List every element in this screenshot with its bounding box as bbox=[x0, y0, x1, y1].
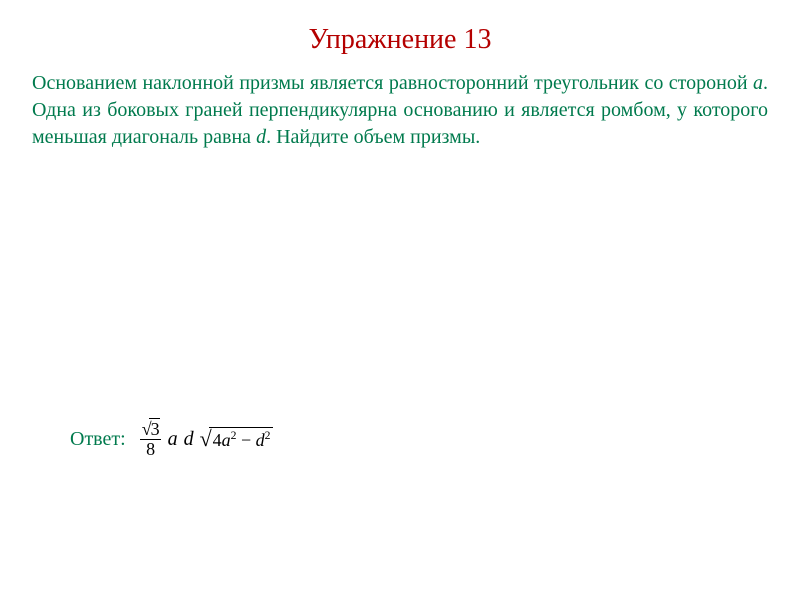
rad-d-pow: 2 bbox=[265, 429, 271, 442]
rad-coef: 4 bbox=[213, 430, 222, 450]
fraction-numerator: √3 bbox=[140, 420, 162, 439]
formula-d: d bbox=[184, 428, 194, 451]
fraction-denominator: 8 bbox=[140, 439, 161, 459]
variable-d: d bbox=[256, 126, 266, 148]
variable-a: a bbox=[753, 72, 763, 94]
rad-a: a bbox=[222, 430, 231, 450]
answer-formula: √3 8 ad √ 4a2 − d2 bbox=[140, 420, 273, 459]
problem-text-pre: Основанием наклонной призмы является рав… bbox=[32, 72, 753, 94]
answer-label: Ответ: bbox=[70, 428, 126, 451]
sqrt-group: √ 4a2 − d2 bbox=[200, 427, 273, 451]
sqrt3-radicand: 3 bbox=[149, 418, 160, 439]
rad-minus: − bbox=[237, 430, 256, 450]
exercise-title: Упражнение 13 bbox=[32, 24, 768, 56]
sqrt-icon: √ bbox=[200, 428, 212, 450]
radicand: 4a2 − d2 bbox=[209, 427, 273, 451]
problem-statement: Основанием наклонной призмы является рав… bbox=[32, 70, 768, 151]
answer-row: Ответ: √3 8 ad √ 4a2 − d2 bbox=[70, 420, 273, 459]
problem-text-post: . Найдите объем призмы. bbox=[266, 126, 480, 148]
formula-a: a bbox=[168, 428, 178, 451]
fraction: √3 8 bbox=[140, 420, 162, 459]
rad-d: d bbox=[256, 430, 265, 450]
